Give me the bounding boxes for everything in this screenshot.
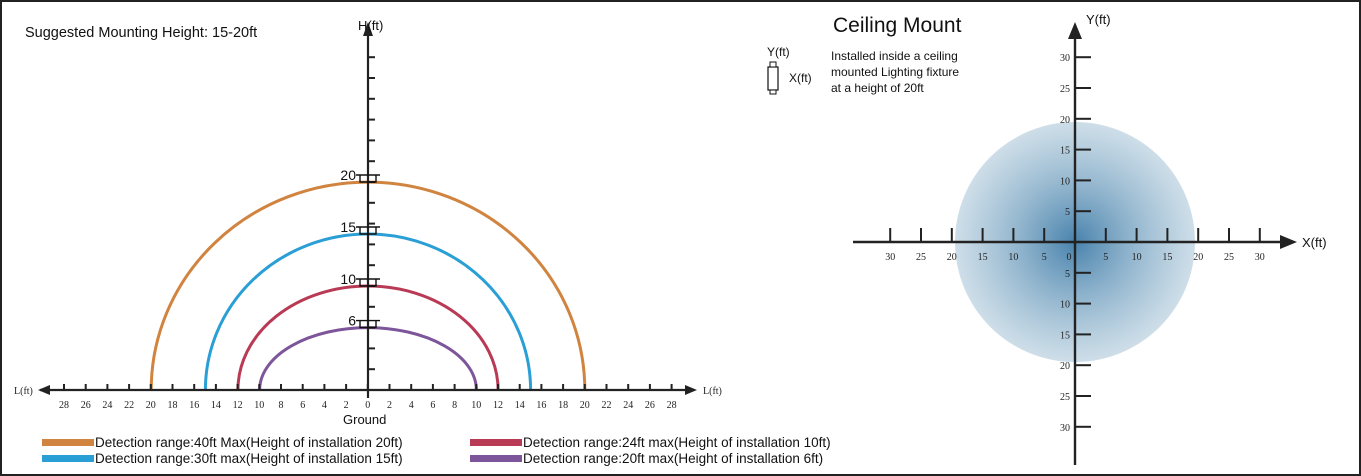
distance-tick-label: 24: [623, 400, 633, 411]
x-tick-label: 5: [1042, 252, 1047, 263]
fixture-icon: [767, 61, 779, 95]
x-tick-label: 10: [1008, 252, 1018, 263]
x-tick-label: 30: [885, 252, 895, 263]
description-line-3: at a height of 20ft: [831, 81, 924, 95]
distance-axis-label-left: L(ft): [14, 386, 33, 397]
distance-tick-label: 8: [452, 400, 457, 411]
x-tick-label: 30: [1255, 252, 1265, 263]
height-marker-label: 15: [340, 219, 356, 235]
suggested-height-text: Suggested Mounting Height: 15-20ft: [25, 25, 257, 41]
x-tick-label: 0: [1067, 252, 1072, 263]
distance-tick-label: 22: [602, 400, 612, 411]
x-axis-label: X(ft): [1302, 235, 1327, 250]
legend-label: Detection range:20ft max(Height of insta…: [523, 451, 823, 466]
distance-axis-arrow-left: [38, 385, 50, 395]
y-tick-label: 15: [1060, 330, 1070, 341]
distance-tick-label: 10: [254, 400, 264, 411]
y-tick-label: 30: [1060, 423, 1070, 434]
distance-tick-label: 2: [387, 400, 392, 411]
y-axis-label: Y(ft): [1086, 12, 1111, 27]
distance-tick-label: 4: [322, 400, 327, 411]
x-tick-label: 15: [1162, 252, 1172, 263]
distance-tick-label: 28: [59, 400, 69, 411]
plan-view-ticks: 30 25 20 15 10 5 0 5 10 15 20 25 30 30 25 20 15 10 5 5 10 15 2…: [885, 53, 1265, 434]
legend-swatch: [42, 439, 94, 446]
y-tick-label: 20: [1060, 361, 1070, 372]
distance-tick-label: 16: [536, 400, 546, 411]
ceiling-mount-title: Ceiling Mount: [833, 14, 962, 37]
distance-tick-label: 2: [344, 400, 349, 411]
distance-tick-label: 20: [146, 400, 156, 411]
y-tick-label: 30: [1060, 53, 1070, 64]
distance-tick-label: 6: [300, 400, 305, 411]
x-tick-label: 20: [947, 252, 957, 263]
distance-axis-label-right: L(ft): [703, 386, 722, 397]
fixture-y-label: Y(ft): [767, 45, 790, 59]
distance-tick-label: 26: [645, 400, 655, 411]
y-tick-label: 15: [1060, 146, 1070, 157]
distance-tick-label: 10: [471, 400, 481, 411]
y-tick-label: 25: [1060, 392, 1070, 403]
sensor-fixture-icon: [356, 319, 380, 329]
legend-swatch: [470, 439, 522, 446]
distance-tick-label: 18: [558, 400, 568, 411]
y-tick-label: 10: [1060, 176, 1070, 187]
distance-tick-label: 14: [515, 400, 525, 411]
legend-swatch: [42, 455, 94, 462]
ceiling-mount-panel: Ceiling Mount Y(ft) X(ft) Installed insi…: [767, 12, 1327, 465]
height-axis-arrow: [363, 22, 373, 36]
distance-tick-label: 4: [409, 400, 414, 411]
height-marker-label: 20: [340, 167, 356, 183]
description-line-2: mounted Lighting fixture: [831, 65, 959, 79]
distance-tick-label: 28: [667, 400, 677, 411]
sensor-fixture-icon: [356, 174, 380, 183]
x-tick-label: 25: [1224, 252, 1234, 263]
fixture-x-label: X(ft): [789, 71, 812, 85]
y-axis-arrow: [1068, 22, 1082, 39]
sensor-fixture-icon: [356, 278, 380, 287]
distance-tick-label: 24: [102, 400, 112, 411]
legend-label: Detection range:30ft max(Height of insta…: [95, 451, 403, 466]
x-tick-label: 5: [1103, 252, 1108, 263]
ground-label: Ground: [343, 412, 386, 427]
distance-tick-label: 12: [233, 400, 243, 411]
height-axis-label: H(ft): [358, 18, 383, 33]
height-markers: 20 15 10 6: [340, 167, 380, 329]
distance-tick-label: 6: [430, 400, 435, 411]
side-view-panel: Suggested Mounting Height: 15-20ft H(ft)…: [14, 18, 831, 466]
legend-label: Detection range:24ft max(Height of insta…: [523, 435, 831, 450]
distance-tick-label: 16: [189, 400, 199, 411]
y-tick-label: 20: [1060, 115, 1070, 126]
y-tick-label: 25: [1060, 84, 1070, 95]
distance-tick-label: 18: [168, 400, 178, 411]
distance-axis-arrow-right: [685, 385, 697, 395]
legend-label: Detection range:40ft Max(Height of insta…: [95, 435, 403, 450]
description-line-1: Installed inside a ceiling: [831, 49, 958, 63]
distance-tick-label: 26: [81, 400, 91, 411]
y-tick-label: 10: [1060, 300, 1070, 311]
x-tick-label: 25: [916, 252, 926, 263]
height-marker-label: 10: [340, 271, 356, 287]
distance-tick-label: 22: [124, 400, 134, 411]
distance-tick-label: 8: [279, 400, 284, 411]
distance-tick-label: 12: [493, 400, 503, 411]
distance-axis-ticks: 28 26 24 22 20 18 16 14 12 10 8 6 4 2 0 2 4 6 8 10 12 14 16 18 2…: [59, 384, 677, 411]
x-tick-label: 20: [1193, 252, 1203, 263]
x-tick-label: 10: [1132, 252, 1142, 263]
sensor-fixture-icon: [356, 226, 380, 235]
height-marker-label: 6: [348, 313, 356, 329]
distance-tick-label: 0: [365, 400, 370, 411]
distance-tick-label: 14: [211, 400, 221, 411]
x-axis-arrow: [1280, 235, 1297, 249]
distance-tick-label: 20: [580, 400, 590, 411]
x-tick-label: 15: [978, 252, 988, 263]
y-tick-label: 5: [1065, 207, 1070, 218]
legend-swatch: [470, 455, 522, 462]
y-tick-label: 5: [1065, 269, 1070, 280]
legend: Detection range:40ft Max(Height of insta…: [42, 435, 831, 466]
